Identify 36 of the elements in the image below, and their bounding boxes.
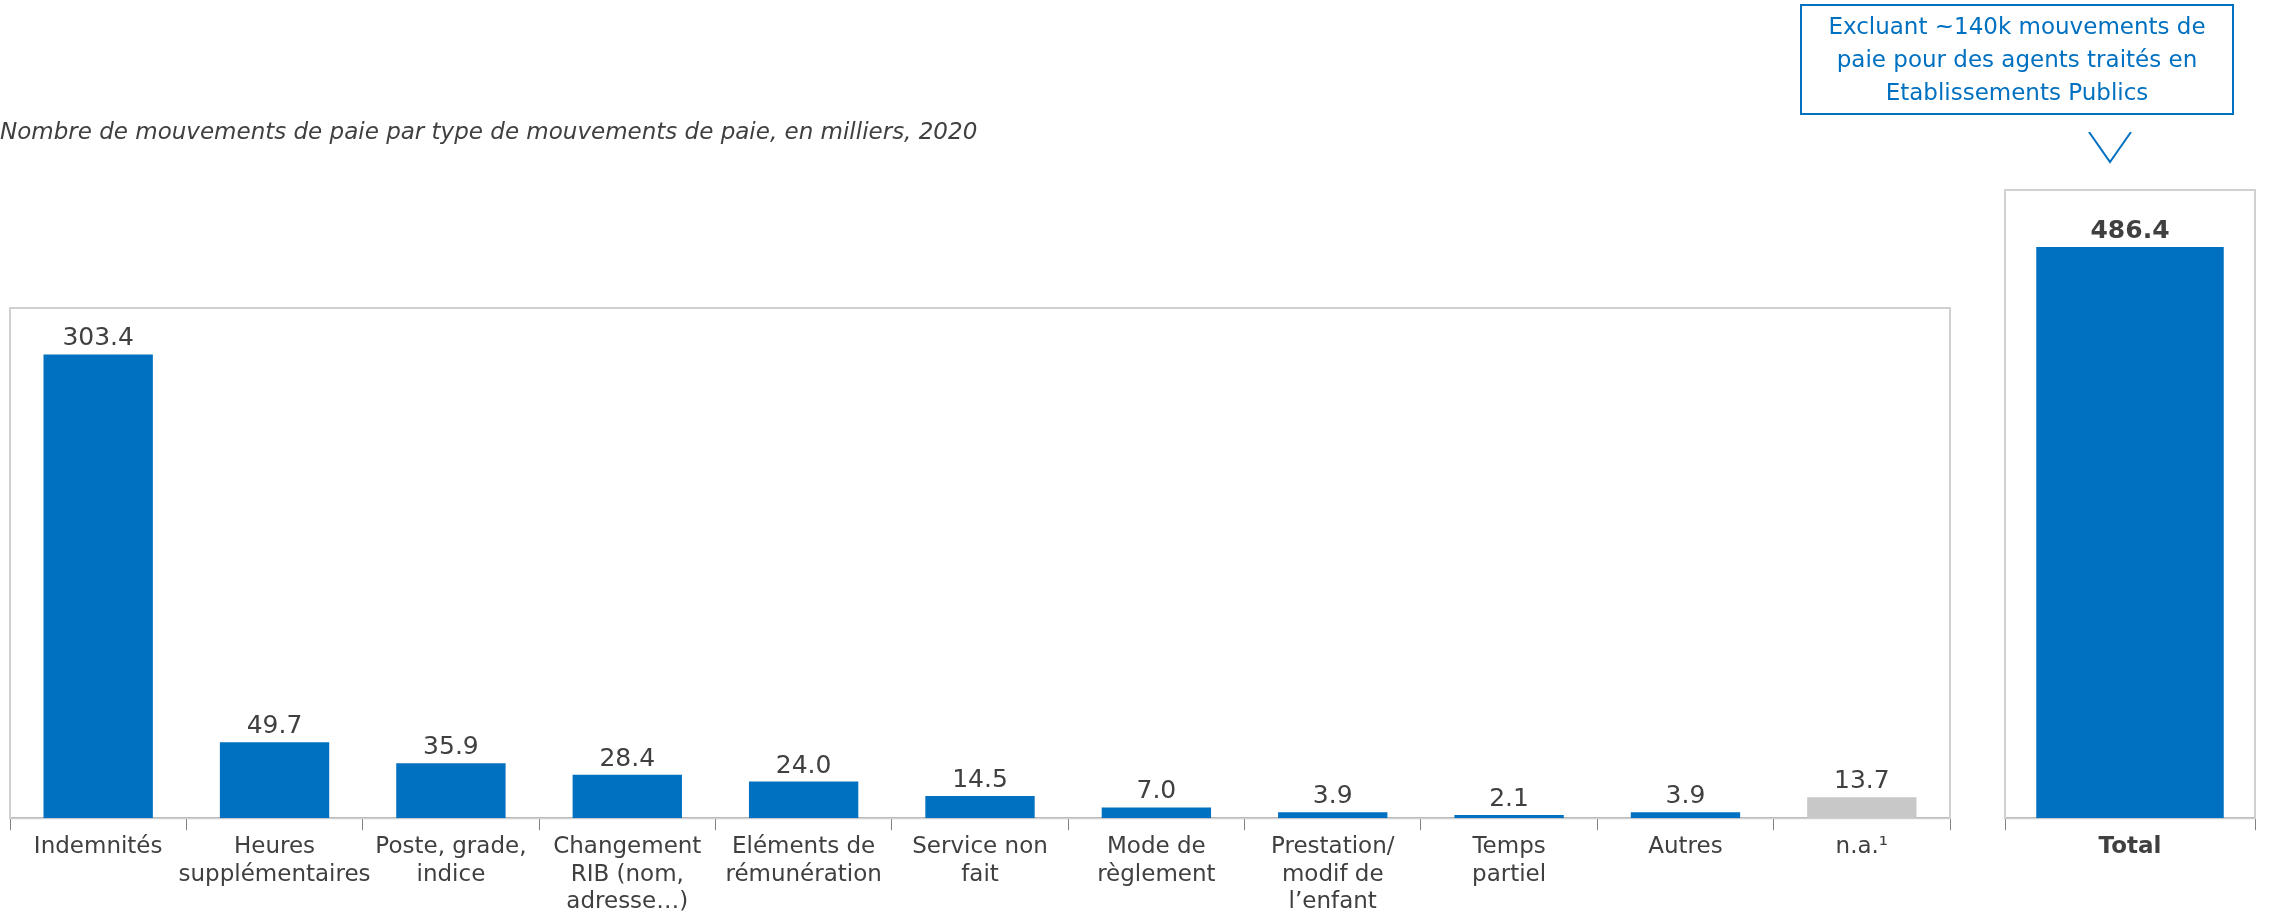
bar	[1101, 807, 1212, 819]
data-label: 2.1	[1489, 782, 1529, 812]
x-tick-label: n.a.¹	[1835, 831, 1889, 858]
x-tick-label: Mode de règlement	[1097, 831, 1216, 886]
bar	[925, 796, 1035, 819]
bar	[396, 763, 506, 819]
data-label: 28.4	[599, 742, 656, 772]
x-tick-label: Autres	[1648, 831, 1723, 858]
x-tick-label: Poste, grade, indice	[375, 831, 527, 886]
x-tick-label: Heures supplémentaires	[178, 831, 371, 886]
bar	[1454, 814, 1564, 819]
bar	[1278, 812, 1388, 819]
data-label: 3.9	[1312, 780, 1353, 810]
x-tick-label: Indemnités	[33, 831, 163, 858]
data-label: 13.7	[1833, 765, 1890, 795]
data-label: 7.0	[1136, 775, 1177, 805]
text: Excluant ~140k mouvements de paie pour des agents traités en Etablissements Publics	[1800, 4, 2234, 115]
bar	[43, 354, 153, 819]
x-tick-label: Total	[2098, 831, 2162, 858]
bar	[1630, 812, 1741, 819]
data-label: 14.5	[952, 764, 1008, 794]
data-label: 486.4	[2090, 215, 2170, 245]
bar	[572, 774, 682, 819]
data-label: 49.7	[246, 710, 303, 740]
bar	[748, 781, 859, 819]
data-label: 3.9	[1665, 780, 1706, 810]
data-label: 303.4	[62, 322, 134, 352]
x-tick-label: Prestation/ modif de l’enfant	[1270, 831, 1395, 914]
data-label: 35.9	[423, 731, 479, 761]
x-tick-label: Service non fait	[912, 831, 1048, 886]
data-label: 24.0	[775, 749, 832, 779]
x-tick-label: Changement RIB (nom, adresse…)	[553, 831, 702, 914]
chart-title: Nombre de mouvements de paie par type de mouvements de paie, en milliers, 2020	[0, 118, 978, 144]
x-tick-label: Temps partiel	[1471, 831, 1547, 886]
x-tick-label: Eléments de rémunération	[725, 831, 882, 886]
bar	[219, 742, 330, 819]
